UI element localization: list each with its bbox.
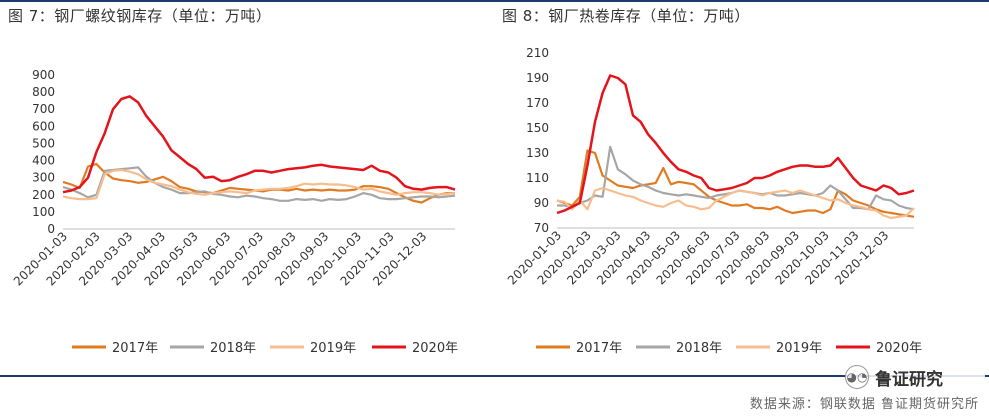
y-tick-label: 210: [526, 46, 549, 60]
legend-label: 2018年: [676, 341, 722, 356]
y-tick-label: 500: [32, 136, 55, 150]
legend-label: 2019年: [776, 341, 822, 356]
series-line-2019年: [62, 168, 456, 201]
y-tick-label: 90: [534, 196, 549, 210]
legend-label: 2020年: [412, 341, 458, 356]
y-tick-label: 700: [32, 102, 55, 116]
legend-label: 2020年: [876, 341, 922, 356]
y-tick-label: 170: [526, 96, 549, 110]
y-tick-label: 900: [32, 68, 55, 82]
series-line-2020年: [556, 74, 915, 215]
watermark: ◕◔ 鲁证研究: [845, 364, 985, 390]
y-tick-label: 300: [32, 171, 55, 185]
wechat-icon: ◕◔: [845, 365, 869, 389]
y-tick-label: 190: [526, 71, 549, 85]
y-tick-label: 400: [32, 154, 55, 168]
y-tick-label: 800: [32, 85, 55, 99]
y-tick-label: 110: [526, 171, 549, 185]
y-tick-label: 70: [534, 221, 549, 235]
left-chart-title: 图 7：钢厂螺纹钢库存（单位：万吨）: [8, 7, 272, 25]
legend-label: 2018年: [210, 341, 256, 356]
legend-label: 2019年: [310, 341, 356, 356]
y-tick-label: 200: [32, 188, 55, 202]
y-tick-label: 0: [47, 222, 55, 236]
series-line-2019年: [556, 186, 915, 220]
top-frame-line: [0, 0, 989, 2]
watermark-text: 鲁证研究: [875, 369, 943, 390]
y-tick-label: 100: [32, 205, 55, 219]
bottom-frame-line: [0, 375, 989, 377]
data-source: 数据来源：钢联数据 鲁证期货研究所: [749, 397, 979, 412]
series-line-2017年: [556, 149, 915, 218]
series-line-2018年: [62, 166, 456, 202]
y-tick-label: 600: [32, 119, 55, 133]
rebar-inventory-chart: 01002003004005006007008009002020-01-0320…: [11, 68, 458, 356]
legend-label: 2017年: [576, 341, 622, 356]
legend-label: 2017年: [112, 341, 158, 356]
hot-coil-inventory-chart: 70901101301501701902102020-01-032020-02-…: [505, 46, 922, 356]
series-line-2020年: [62, 95, 456, 194]
y-tick-label: 130: [526, 146, 549, 160]
series-line-2018年: [557, 145, 915, 211]
right-chart-title: 图 8：钢厂热卷库存（单位：万吨）: [502, 7, 750, 25]
y-tick-label: 150: [526, 121, 549, 135]
